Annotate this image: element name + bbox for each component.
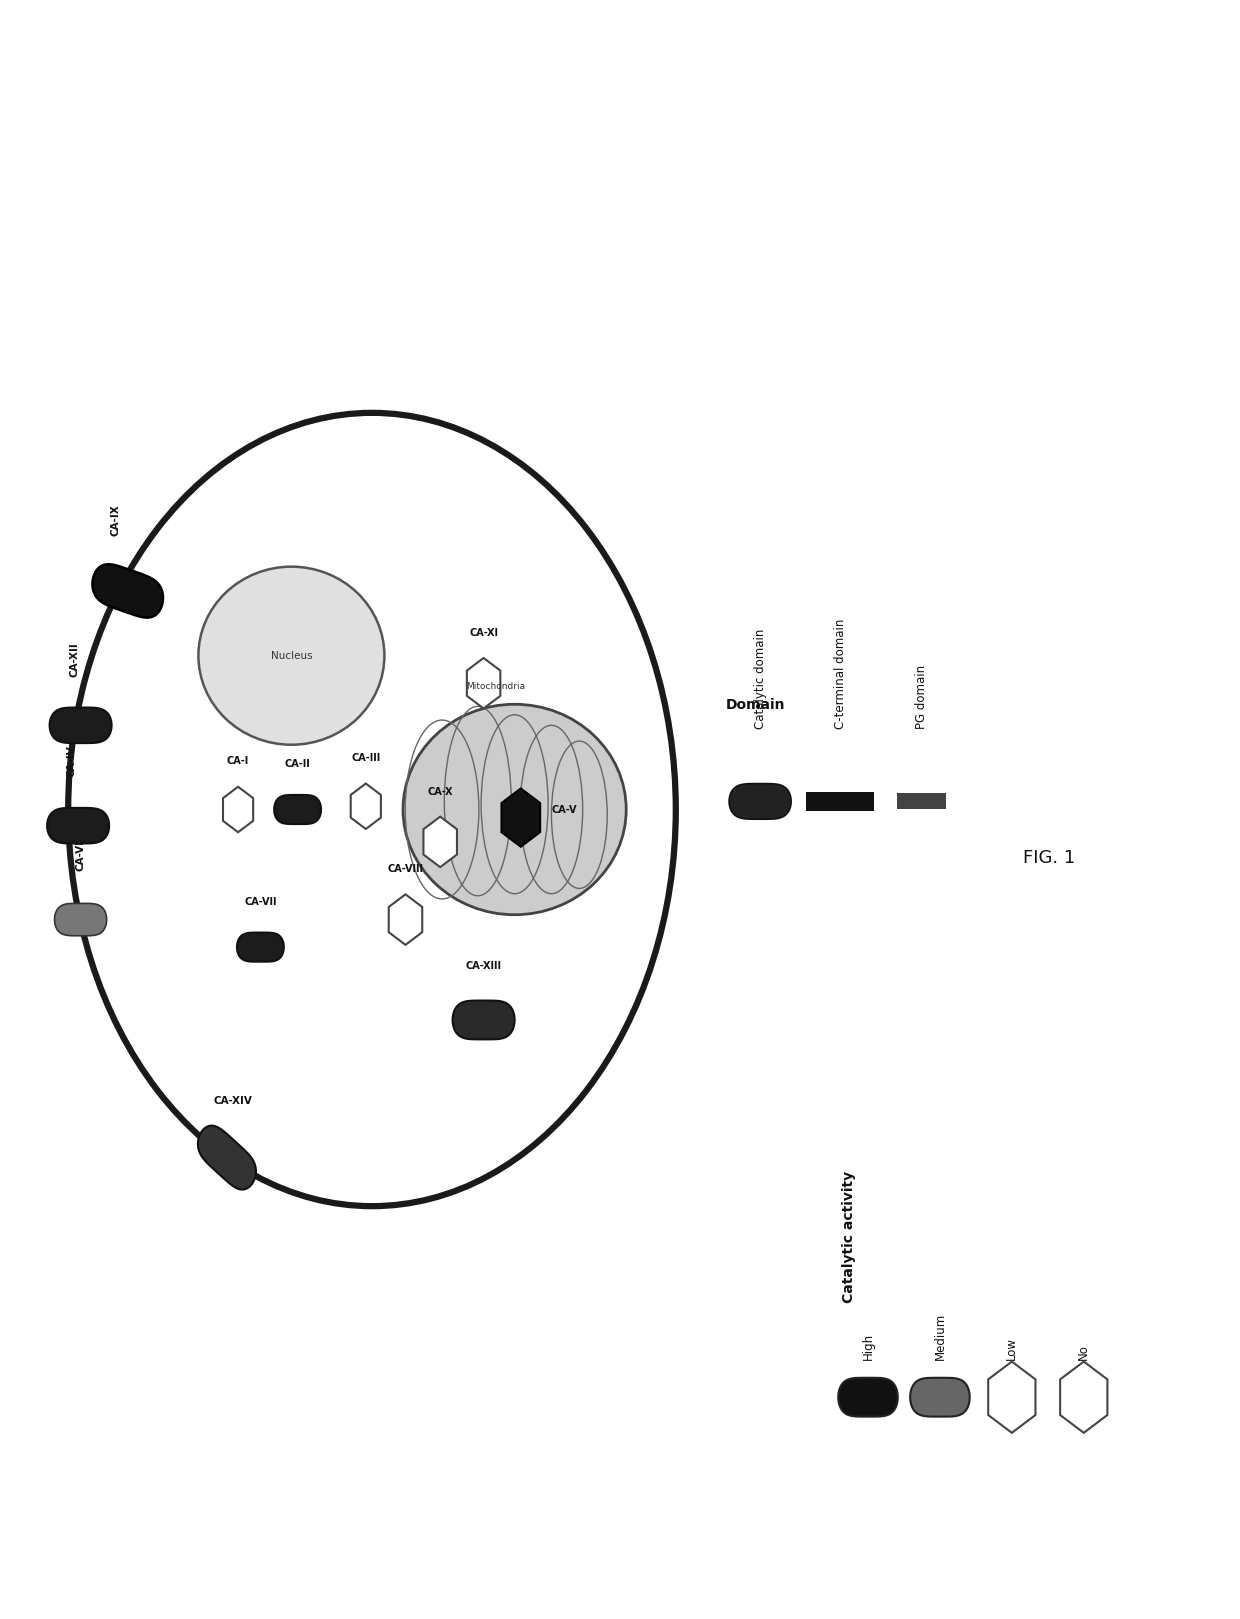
Polygon shape (988, 1362, 1035, 1433)
Polygon shape (501, 788, 541, 847)
Polygon shape (47, 808, 109, 843)
Polygon shape (351, 784, 381, 829)
Polygon shape (223, 787, 253, 832)
Polygon shape (466, 657, 501, 709)
Text: CA-VII: CA-VII (244, 897, 277, 907)
Polygon shape (423, 816, 458, 868)
Text: CA-IX: CA-IX (110, 504, 120, 536)
Text: Nucleus: Nucleus (270, 651, 312, 661)
Polygon shape (910, 1378, 970, 1417)
Polygon shape (453, 1001, 515, 1039)
Text: CA-XI: CA-XI (469, 628, 498, 638)
Circle shape (68, 413, 676, 1206)
Text: CA-VI: CA-VI (76, 840, 86, 871)
Text: CA-IV: CA-IV (67, 745, 77, 777)
Text: CA-I: CA-I (227, 756, 249, 766)
Ellipse shape (403, 704, 626, 915)
Text: CA-VIII: CA-VIII (387, 865, 424, 874)
Text: Medium: Medium (934, 1313, 946, 1360)
Polygon shape (388, 894, 423, 945)
Polygon shape (274, 795, 321, 824)
Polygon shape (237, 933, 284, 962)
Text: PG domain: PG domain (915, 664, 928, 729)
Text: CA-III: CA-III (351, 753, 381, 763)
Polygon shape (93, 565, 162, 617)
Text: CA-II: CA-II (285, 759, 310, 769)
Text: CA-XII: CA-XII (69, 643, 79, 677)
Text: No: No (1078, 1344, 1090, 1360)
Text: High: High (862, 1332, 874, 1360)
Polygon shape (729, 784, 791, 819)
Text: Low: Low (1006, 1337, 1018, 1360)
Text: Domain: Domain (725, 698, 785, 712)
Text: Catalytic activity: Catalytic activity (842, 1171, 857, 1303)
Polygon shape (50, 708, 112, 743)
Text: CA-X: CA-X (428, 787, 453, 797)
Text: CA-XIII: CA-XIII (465, 962, 502, 971)
Text: CA-V: CA-V (552, 805, 578, 814)
Polygon shape (838, 1378, 898, 1417)
Bar (897, 793, 946, 810)
Text: Catalytic domain: Catalytic domain (754, 628, 766, 729)
Polygon shape (198, 1125, 255, 1190)
Text: C-terminal domain: C-terminal domain (835, 618, 847, 729)
Bar (806, 792, 874, 811)
Text: CA-XIV: CA-XIV (213, 1096, 253, 1106)
Text: FIG. 1: FIG. 1 (1023, 848, 1075, 868)
Polygon shape (1060, 1362, 1107, 1433)
Ellipse shape (198, 567, 384, 745)
Text: Mitochondria: Mitochondria (466, 682, 526, 691)
Polygon shape (55, 903, 107, 936)
